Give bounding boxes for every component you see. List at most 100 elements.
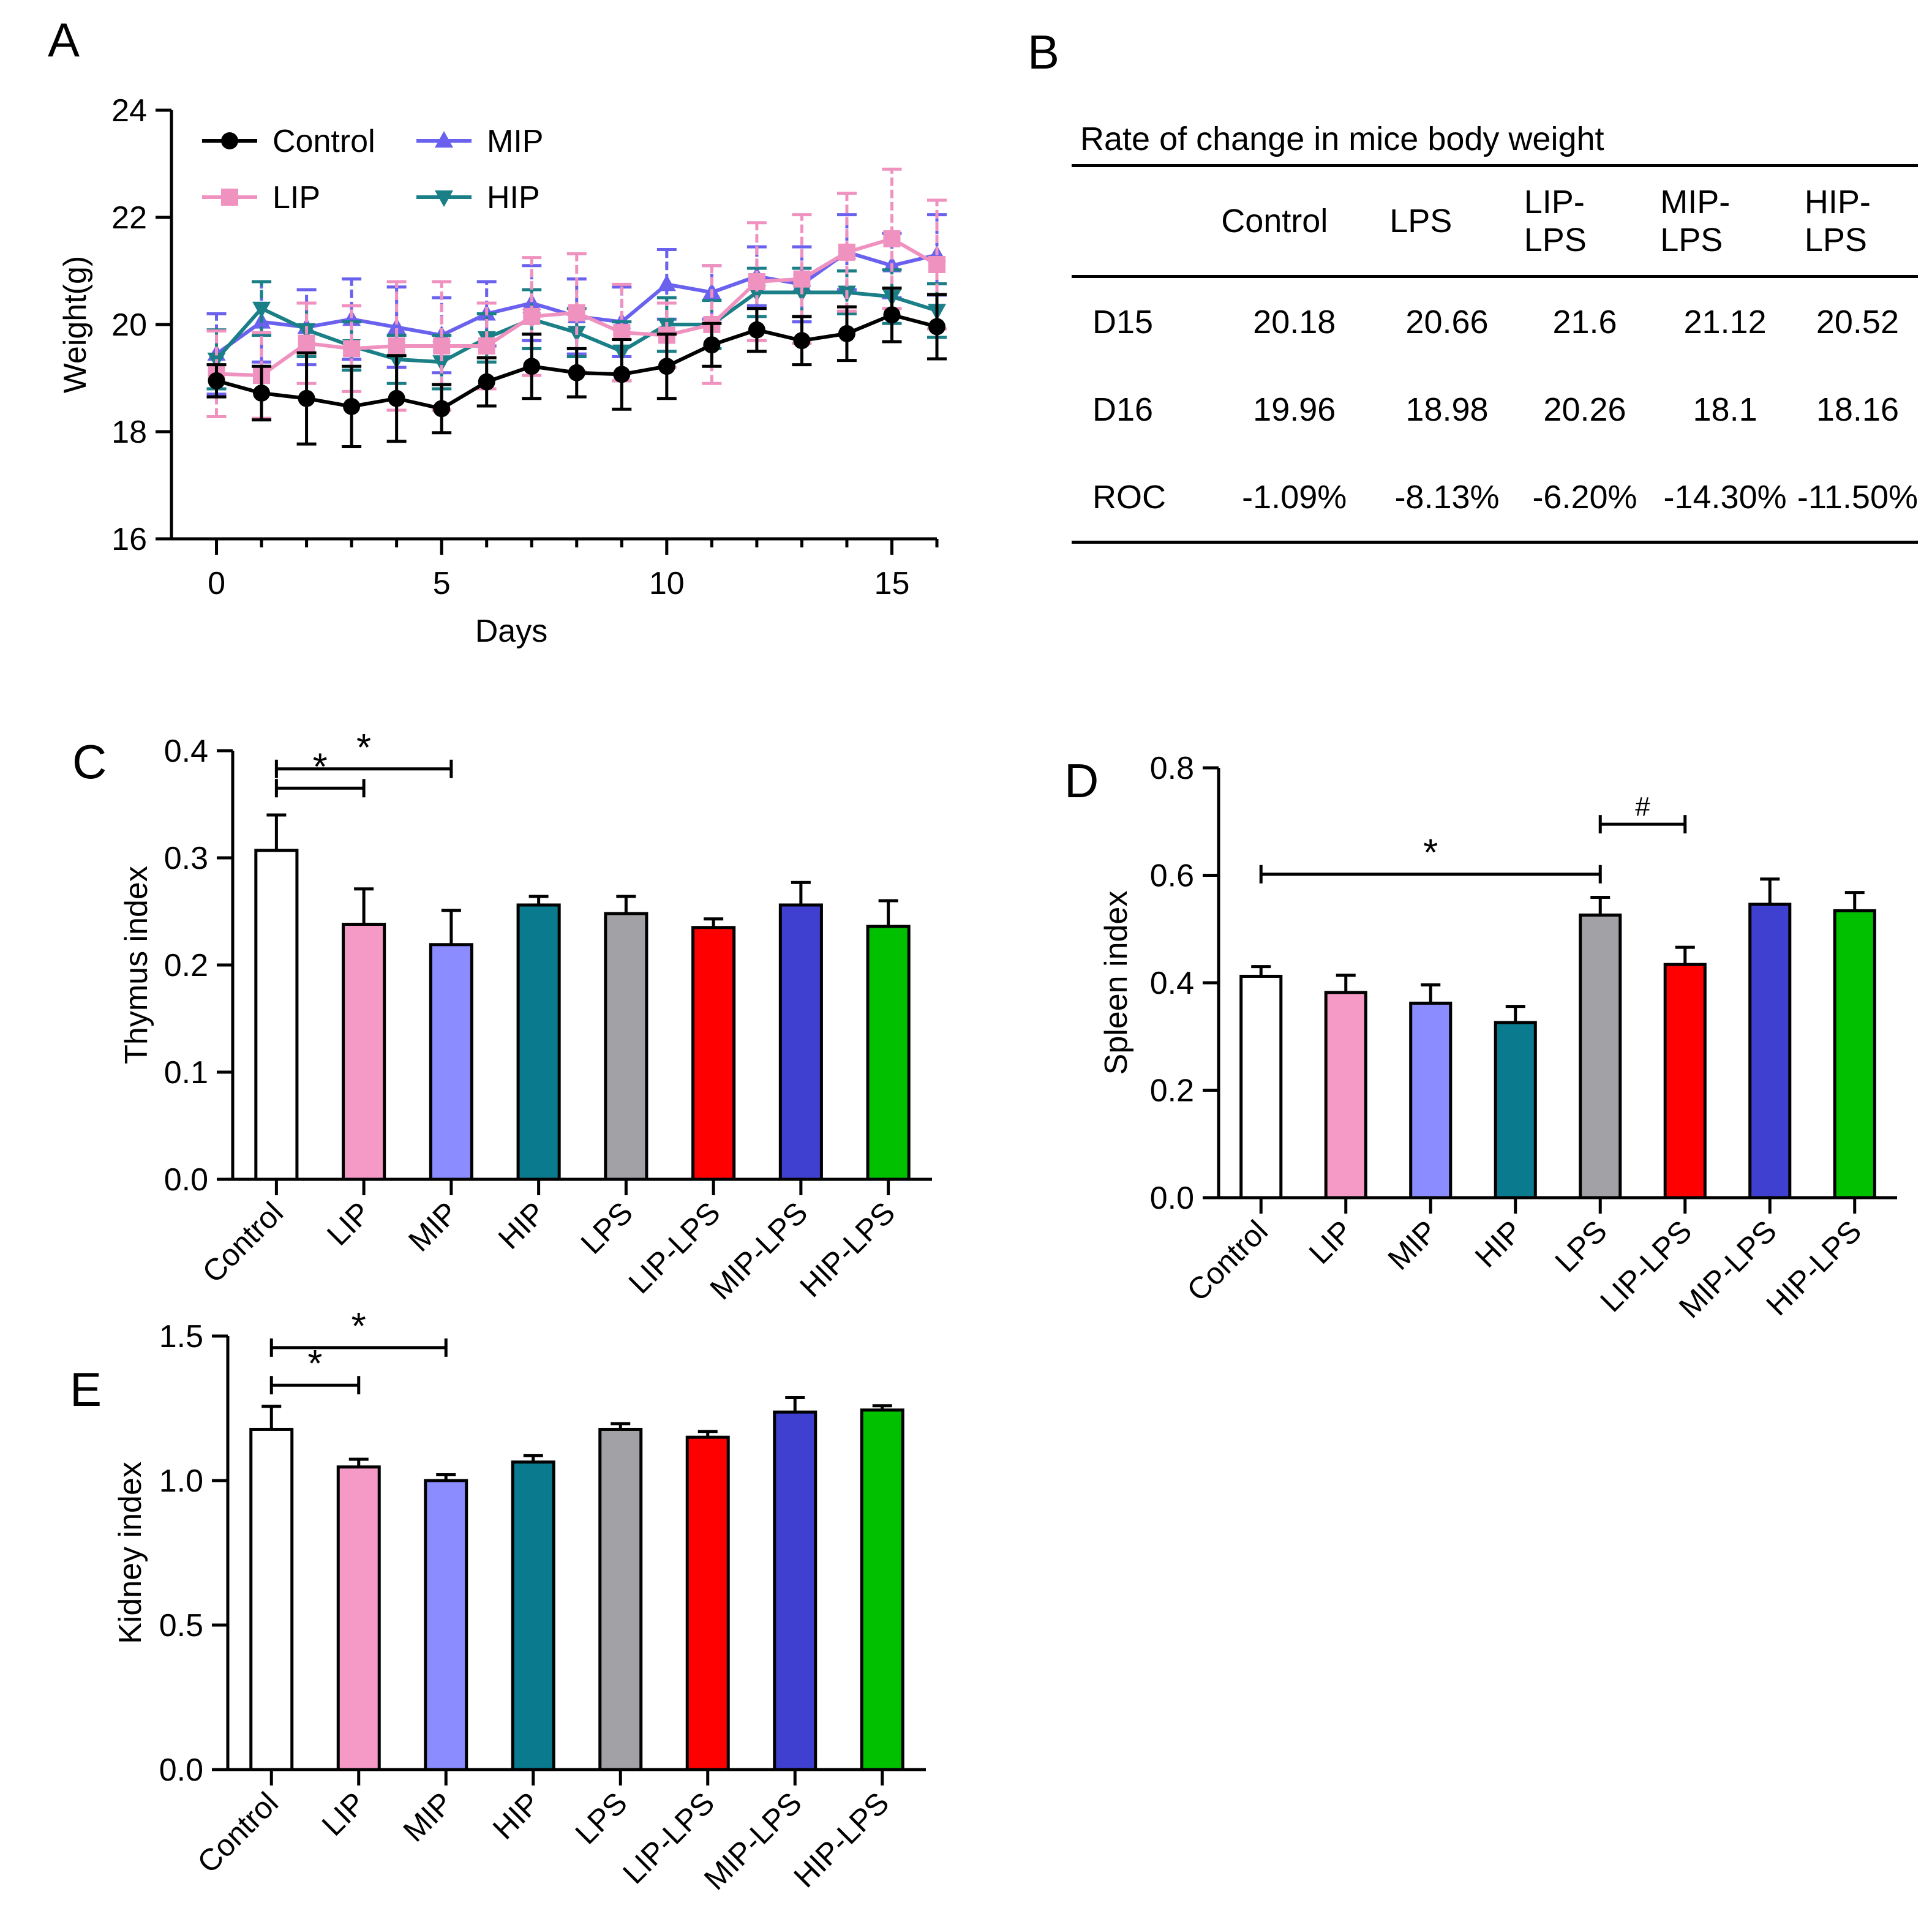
bar: [598, 1427, 643, 1771]
data-point: [928, 256, 945, 273]
data-point: [388, 389, 405, 407]
x-tick-label: LPS: [569, 1785, 634, 1850]
data-point: [298, 389, 315, 407]
data-point: [748, 321, 765, 339]
x-tick-label: HIP-LPS: [787, 1785, 895, 1894]
series-control: [206, 287, 947, 448]
table-cell: 20.66: [1405, 303, 1489, 340]
x-tick-label: Control: [196, 1195, 290, 1290]
row-label: ROC: [1092, 478, 1166, 516]
bar: [249, 1427, 294, 1771]
legend-marker: [221, 189, 238, 206]
bar: [336, 1465, 381, 1771]
table-row: D16 19.96 18.98 20.26 18.1 18.16: [1072, 366, 1918, 453]
roc-table: Control LPS LIP- LPS MIP- LPS HIP- LPS D…: [1072, 164, 1918, 544]
table-header-mip-lps: MIP- LPS: [1653, 165, 1797, 278]
x-axis-label: Days: [475, 614, 547, 649]
data-point: [883, 306, 901, 324]
significance-label: *: [351, 1305, 366, 1348]
legend-marker: [435, 131, 453, 148]
panel-label-c: C: [72, 735, 107, 789]
table-cell: 21.12: [1683, 303, 1767, 340]
data-point: [523, 307, 541, 325]
series-lip: [206, 167, 947, 420]
data-point: [568, 304, 585, 321]
data-point: [838, 243, 855, 261]
x-tick-label: LPS: [574, 1195, 639, 1260]
data-point: [343, 397, 361, 415]
y-tick-label: 0.4: [164, 734, 208, 769]
table-cell: 18.16: [1816, 391, 1899, 428]
data-point: [433, 400, 451, 418]
bar: [1748, 903, 1792, 1200]
legend-marker: [435, 190, 453, 207]
panel-label-e: E: [70, 1362, 102, 1416]
y-tick-label: 0.8: [1150, 751, 1194, 786]
weight-line-chart: 16 18 20 22 24 0 5 10 15 Days Weight(g) Control MIP L…: [58, 93, 947, 649]
bar: [1663, 963, 1707, 1200]
y-tick-label: 16: [111, 522, 147, 557]
y-tick-label: 1.0: [159, 1463, 203, 1499]
data-point: [478, 337, 495, 355]
bar: [1324, 991, 1367, 1200]
table-cell: 21.6: [1552, 303, 1617, 340]
x-tick-label: MIP-LPS: [697, 1785, 808, 1896]
bar: [773, 1410, 818, 1771]
y-tick-label: 0.0: [159, 1752, 203, 1788]
legend-marker: [221, 132, 238, 149]
x-tick-label: Control: [1180, 1214, 1274, 1308]
spleen-bar-chart: 0.0 0.2 0.4 0.6 0.8 Spleen index Control LIP MIP…: [1099, 751, 1897, 1324]
bar: [516, 903, 561, 1181]
bar: [429, 943, 473, 1181]
legend-label: LIP: [273, 180, 320, 216]
data-point: [748, 273, 765, 290]
y-tick-label: 22: [111, 200, 147, 236]
y-axis-label: Thymus index: [119, 866, 154, 1064]
x-tick-label: LPS: [1549, 1214, 1614, 1279]
table-cell: -11.50%: [1797, 478, 1918, 516]
bar: [1494, 1021, 1537, 1200]
table-header-lps: LPS: [1377, 165, 1517, 278]
y-tick-label: 0.6: [1150, 858, 1194, 894]
data-point: [388, 337, 405, 355]
legend-label: HIP: [487, 180, 540, 216]
thymus-bar-chart: 0.0 0.1 0.2 0.3 0.4 Thymus index Control LIP MIP…: [119, 727, 932, 1306]
y-tick-label: 0.2: [164, 948, 208, 983]
data-point: [387, 317, 406, 334]
bar: [604, 912, 648, 1181]
y-tick-label: 0.0: [164, 1162, 208, 1198]
data-point: [433, 337, 451, 355]
x-tick-label: HIP: [486, 1785, 547, 1846]
y-axis-label: Weight(g): [58, 256, 93, 393]
y-tick-label: 0.2: [1150, 1073, 1194, 1109]
significance-label: *: [1423, 832, 1438, 874]
x-tick-label: HIP-LPS: [1759, 1214, 1868, 1322]
x-tick-label: LIP: [315, 1785, 372, 1842]
bar: [691, 926, 736, 1181]
bar: [424, 1479, 468, 1771]
data-point: [793, 270, 811, 288]
data-point: [613, 366, 631, 383]
panel-label-a: A: [48, 13, 80, 67]
table-header-control: Control: [1211, 165, 1378, 278]
data-point: [928, 318, 945, 336]
data-point: [253, 385, 271, 402]
data-point: [657, 274, 676, 291]
x-tick-label: 0: [208, 566, 225, 601]
x-tick-label: HIP: [1468, 1214, 1529, 1274]
bar: [1239, 974, 1283, 1200]
data-point: [252, 301, 271, 318]
table-cell: 19.96: [1253, 391, 1336, 428]
x-tick-label: LIP: [320, 1195, 377, 1252]
table-cell: 20.52: [1816, 303, 1899, 340]
data-point: [658, 358, 675, 375]
x-tick-label: MIP: [1381, 1214, 1444, 1276]
data-point: [208, 372, 225, 389]
x-tick-label: LIP: [1302, 1214, 1359, 1271]
significance-label: #: [1635, 792, 1650, 822]
table-row: ROC -1.09% -8.13% -6.20% -14.30% -11.50%: [1072, 453, 1918, 543]
data-point: [478, 373, 495, 391]
y-tick-label: 0.3: [164, 841, 208, 876]
y-tick-label: 0.1: [164, 1055, 208, 1091]
table-cell: -1.09%: [1242, 478, 1347, 516]
